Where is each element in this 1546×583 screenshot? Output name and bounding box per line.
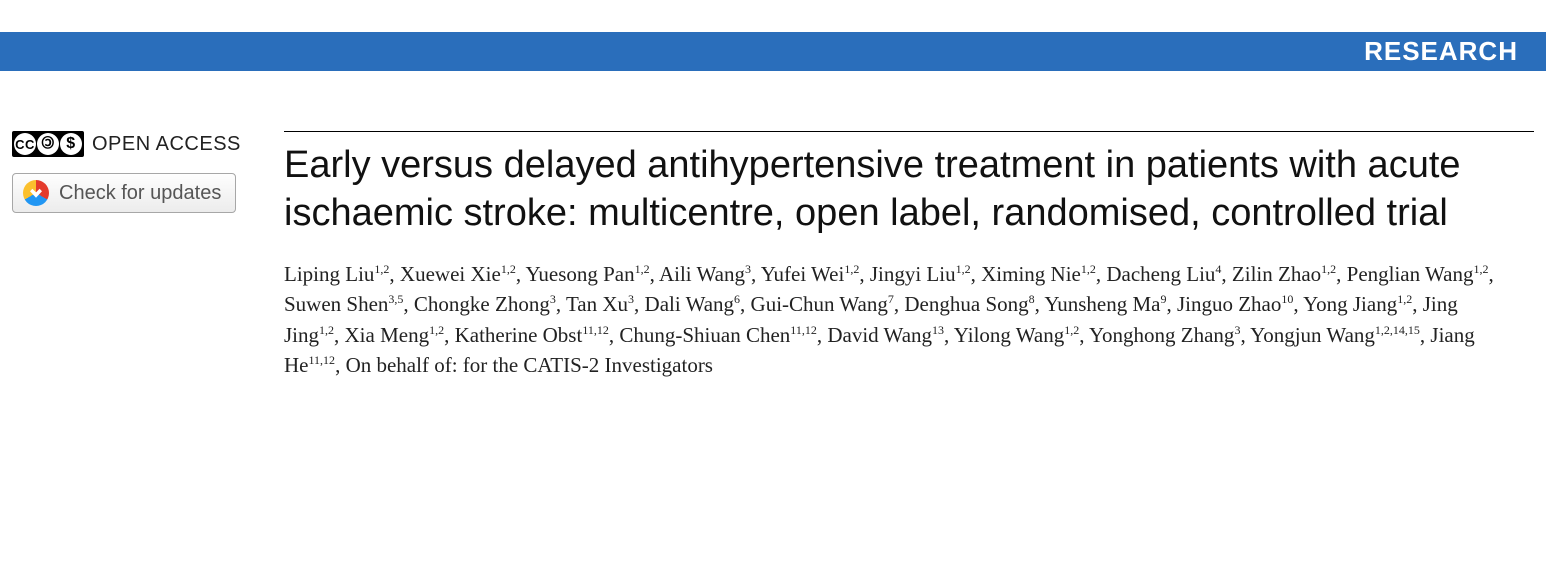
check-updates-button[interactable]: Check for updates	[12, 173, 236, 213]
banner-label: RESEARCH	[1364, 36, 1518, 66]
check-updates-label: Check for updates	[59, 182, 221, 205]
article-title: Early versus delayed antihypertensive tr…	[284, 142, 1534, 237]
section-banner: RESEARCH	[0, 32, 1546, 71]
author-list: Liping Liu1,2, Xuewei Xie1,2, Yuesong Pa…	[284, 259, 1504, 381]
cc-license-icon: CC 🄯 $	[12, 131, 84, 157]
by-icon: 🄯	[37, 133, 59, 155]
cc-icon: CC	[14, 133, 36, 155]
open-access-badge: CC 🄯 $ OPEN ACCESS	[12, 131, 260, 157]
nc-icon: $	[60, 133, 82, 155]
content-wrap: CC 🄯 $ OPEN ACCESS Check for updates Ear…	[0, 71, 1546, 381]
article-header: Early versus delayed antihypertensive tr…	[284, 131, 1534, 381]
crossmark-icon	[23, 180, 49, 206]
open-access-label: OPEN ACCESS	[92, 133, 241, 156]
sidebar: CC 🄯 $ OPEN ACCESS Check for updates	[12, 131, 284, 381]
